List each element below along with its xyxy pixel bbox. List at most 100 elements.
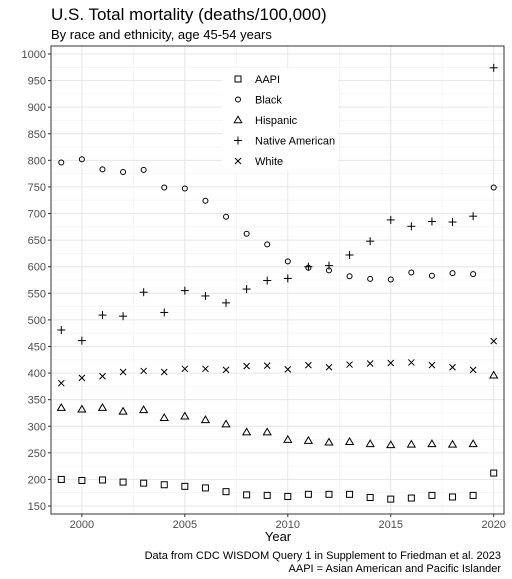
data-point <box>303 435 314 444</box>
chart-subtitle: By race and ethnicity, age 45-54 years <box>51 27 272 42</box>
y-tick-label: 500 <box>28 315 46 327</box>
legend-item: Hispanic <box>233 115 298 127</box>
data-point <box>160 368 168 376</box>
data-point <box>366 360 374 367</box>
y-tick-label: 200 <box>28 474 46 486</box>
data-points <box>56 63 499 503</box>
y-tick-label: 950 <box>28 76 46 88</box>
data-point <box>98 311 107 320</box>
data-point <box>449 363 456 371</box>
data-point <box>448 218 457 227</box>
y-tick-label: 600 <box>28 262 46 274</box>
data-point <box>263 491 271 499</box>
data-point <box>490 184 497 191</box>
data-point <box>119 312 128 321</box>
data-point <box>98 476 106 484</box>
y-tick-label: 150 <box>28 501 46 513</box>
data-point <box>324 261 333 270</box>
data-point <box>201 291 210 300</box>
data-point <box>367 275 374 282</box>
data-point <box>140 367 148 375</box>
data-point <box>325 490 333 498</box>
data-point <box>77 336 86 345</box>
data-point <box>366 494 374 502</box>
y-tick-label: 300 <box>28 421 46 433</box>
data-point <box>387 359 395 367</box>
data-point <box>181 185 188 192</box>
data-point <box>324 437 334 446</box>
data-point <box>490 469 498 477</box>
caption-line-2: AAPI = Asian American and Pacific Island… <box>289 563 502 575</box>
data-point <box>366 237 375 246</box>
data-point <box>242 285 251 294</box>
data-point <box>202 365 209 373</box>
legend-key <box>233 115 243 124</box>
caption-line-1: Data from CDC WISDOM Query 1 in Suppleme… <box>145 550 501 562</box>
data-point <box>447 439 458 448</box>
data-point <box>77 404 87 413</box>
x-axis-title: Year <box>265 529 292 544</box>
data-point <box>264 241 271 248</box>
data-point <box>57 325 66 334</box>
y-tick-label: 400 <box>28 368 46 380</box>
data-point <box>490 337 498 345</box>
legend-item: White <box>234 156 283 168</box>
data-point <box>489 370 499 379</box>
data-point <box>161 184 168 191</box>
data-point <box>387 495 395 503</box>
series-0 <box>57 469 498 503</box>
data-point <box>344 436 355 445</box>
data-point <box>99 166 106 173</box>
data-point <box>346 361 353 368</box>
data-point <box>241 427 252 436</box>
y-tick-label: 250 <box>28 448 46 460</box>
plot-border <box>50 45 505 515</box>
data-point <box>489 63 498 72</box>
series-3 <box>57 63 498 345</box>
y-tick-label: 550 <box>28 288 46 300</box>
data-point <box>407 359 415 366</box>
data-point <box>469 366 477 374</box>
chart-title: U.S. Total mortality (deaths/100,000) <box>51 5 327 24</box>
data-point <box>262 427 272 436</box>
data-point <box>119 368 127 376</box>
data-point <box>58 159 65 166</box>
data-point <box>283 274 292 283</box>
data-point <box>263 362 271 369</box>
data-point <box>407 494 415 502</box>
legend: AAPI Black Hispanic Native American White <box>222 68 338 170</box>
legend-label: AAPI <box>255 74 280 86</box>
data-point <box>304 262 313 271</box>
data-point <box>221 419 231 428</box>
x-tick-label: 2005 <box>173 519 197 531</box>
y-tick-label: 1000 <box>22 49 46 61</box>
data-point <box>346 490 354 498</box>
data-point <box>243 491 251 499</box>
data-point <box>469 491 477 499</box>
data-point <box>428 361 436 369</box>
data-point <box>99 372 106 380</box>
data-point <box>284 365 292 373</box>
data-point <box>386 440 396 449</box>
legend-background <box>222 68 338 170</box>
data-point <box>408 269 415 276</box>
x-tick-label: 2015 <box>379 519 403 531</box>
data-point <box>160 481 168 489</box>
data-point <box>78 374 86 382</box>
series-2 <box>56 370 499 449</box>
legend-key <box>234 157 242 165</box>
data-point <box>159 413 169 422</box>
data-point <box>78 156 85 163</box>
data-point <box>263 276 272 285</box>
data-point <box>243 230 250 237</box>
data-point <box>200 415 211 424</box>
data-point <box>449 270 456 277</box>
data-point <box>140 479 148 487</box>
data-point <box>222 488 230 496</box>
data-point <box>222 366 230 374</box>
data-point <box>407 222 416 231</box>
data-point <box>56 402 66 411</box>
y-tick-label: 900 <box>28 102 46 114</box>
data-point <box>428 272 435 279</box>
